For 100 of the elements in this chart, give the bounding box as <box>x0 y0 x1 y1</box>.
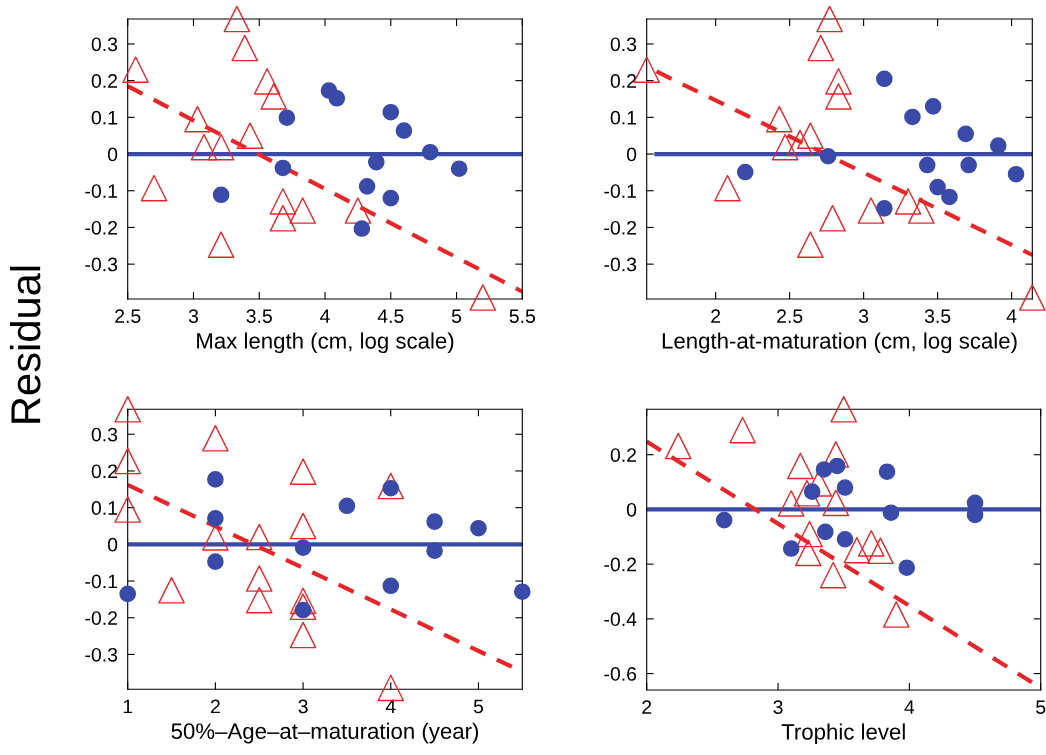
point <box>898 559 916 577</box>
point <box>122 56 149 83</box>
point <box>426 542 443 559</box>
point <box>269 188 297 215</box>
y-tick-label: 0.3 <box>91 37 118 52</box>
y-tick-label: -0.3 <box>604 257 637 272</box>
point <box>822 489 850 517</box>
x-tick-label: 3 <box>188 309 199 323</box>
point <box>777 490 805 517</box>
point <box>470 519 487 537</box>
point <box>882 504 900 522</box>
point <box>843 536 871 564</box>
point <box>245 565 273 592</box>
x-axis-title: 50%–Age–at–maturation (year) <box>171 722 479 744</box>
point <box>787 452 814 480</box>
point <box>469 284 497 311</box>
point <box>819 561 847 589</box>
y-tick-label: 0.3 <box>610 37 637 52</box>
point <box>223 5 251 33</box>
point <box>878 463 896 480</box>
point <box>382 577 400 595</box>
point <box>207 553 224 570</box>
point <box>140 174 168 202</box>
point <box>289 197 316 224</box>
point <box>358 178 376 195</box>
point <box>714 174 741 202</box>
x-axis-title: Length-at-maturation (cm, log scale) <box>662 332 1017 354</box>
point <box>184 105 211 133</box>
y-tick-label: 0.2 <box>610 74 636 88</box>
y-tick-label: 0.2 <box>91 464 117 479</box>
point <box>274 159 292 177</box>
point <box>825 68 852 95</box>
point <box>289 458 317 485</box>
point <box>876 70 893 88</box>
point <box>212 186 230 204</box>
point <box>819 147 837 165</box>
x-tick-label: 3.5 <box>246 309 272 323</box>
point <box>269 204 297 232</box>
point <box>664 432 692 460</box>
point <box>817 523 834 541</box>
point <box>450 160 468 178</box>
point <box>836 479 854 496</box>
point <box>736 163 754 181</box>
point <box>796 520 823 548</box>
point <box>382 103 400 121</box>
y-tick-label: -0.4 <box>604 612 637 627</box>
point <box>857 530 885 557</box>
y-tick-label: 0.2 <box>91 74 117 88</box>
point <box>382 189 400 207</box>
point <box>202 524 229 551</box>
point <box>929 178 946 196</box>
point <box>344 197 372 224</box>
x-tick-label: 4 <box>904 700 915 714</box>
point <box>924 98 942 115</box>
x-tick-label: 4 <box>1006 309 1017 323</box>
y-tick-label: -0.2 <box>604 220 636 235</box>
point <box>941 188 958 206</box>
point <box>782 540 800 557</box>
y-tick-label: 0.3 <box>91 427 118 442</box>
point <box>894 188 922 215</box>
point <box>1007 165 1025 183</box>
point <box>114 395 142 423</box>
x-axis-title: Trophic level <box>781 723 905 745</box>
point <box>816 5 843 33</box>
y-tick-label: -0.3 <box>85 647 118 662</box>
x-tick-label: 5 <box>451 309 462 323</box>
point <box>377 472 405 500</box>
x-tick-label: 2.5 <box>777 309 803 323</box>
point <box>786 129 814 157</box>
x-tick-label: 5 <box>1036 700 1046 714</box>
point <box>882 601 910 628</box>
point <box>190 133 218 161</box>
point <box>289 512 317 540</box>
y-tick-label: 0.2 <box>610 448 636 462</box>
point <box>807 34 835 62</box>
point <box>353 220 371 237</box>
point <box>202 424 229 452</box>
y-tick-label: -0.3 <box>85 257 118 272</box>
point <box>289 587 317 615</box>
x-tick-label: 2 <box>711 309 721 323</box>
x-tick-label: 5 <box>473 699 484 714</box>
y-tick-label: 0.1 <box>91 501 118 515</box>
point <box>830 395 858 423</box>
x-tick-label: 2 <box>642 700 652 714</box>
y-tick-label: 0 <box>107 147 118 162</box>
y-tick-label: -0.2 <box>85 220 117 235</box>
y-axis-title: Residual <box>9 266 41 423</box>
point <box>278 109 296 127</box>
point <box>328 89 346 107</box>
point <box>289 593 317 621</box>
point <box>876 200 893 217</box>
point <box>771 133 799 161</box>
point <box>207 509 224 527</box>
point <box>836 530 854 548</box>
point <box>236 122 264 150</box>
y-tick-label: -0.6 <box>604 667 637 681</box>
point <box>421 143 439 161</box>
point <box>1018 284 1046 311</box>
point <box>513 583 531 600</box>
point <box>904 108 921 126</box>
